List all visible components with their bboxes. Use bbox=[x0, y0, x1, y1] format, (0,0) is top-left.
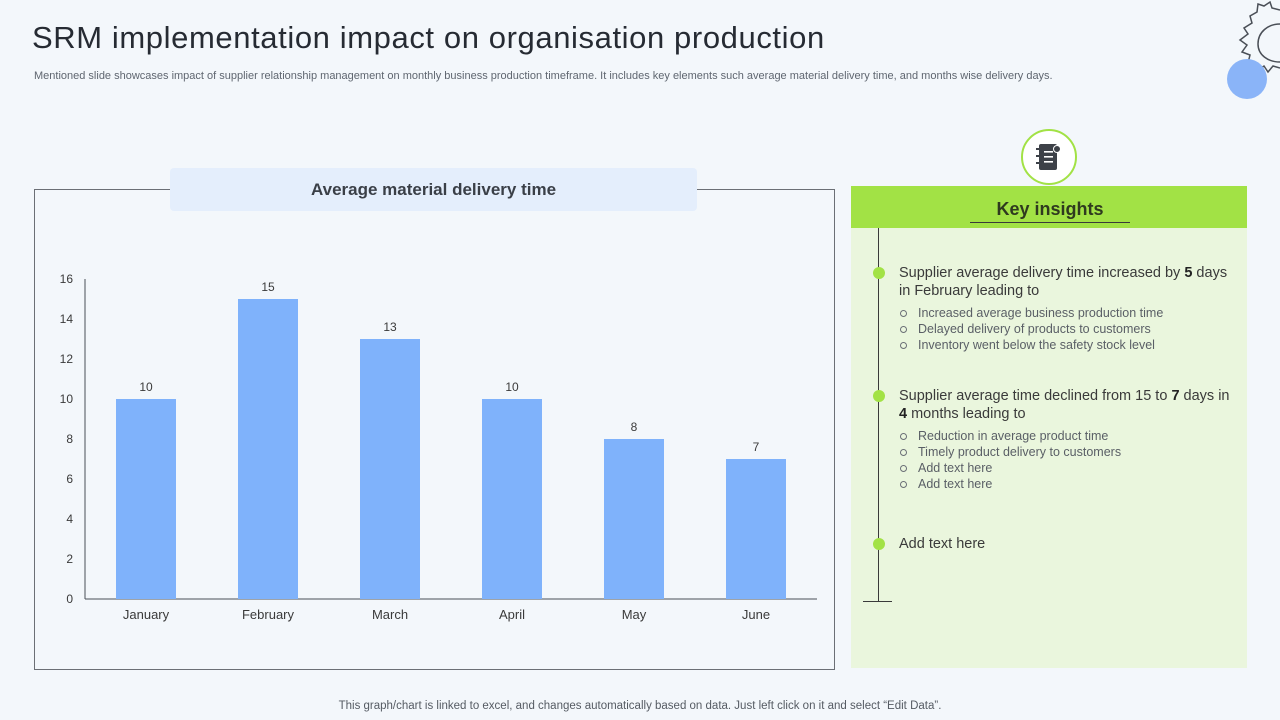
insights-panel bbox=[851, 186, 1247, 668]
x-tick-label: January bbox=[123, 607, 170, 622]
insights-header-bar bbox=[851, 186, 1247, 228]
data-label: 15 bbox=[261, 280, 275, 294]
y-tick-label: 0 bbox=[66, 592, 73, 606]
bar bbox=[604, 439, 664, 599]
y-tick-label: 4 bbox=[66, 512, 73, 526]
bar-chart[interactable]: 0 2 4 6 8 10 12 14 16 10 January 15 February 13 March 1… bbox=[0, 0, 840, 640]
y-tick-label: 16 bbox=[60, 272, 74, 286]
list-item: Increased average business production ti… bbox=[900, 305, 1163, 321]
y-tick-label: 8 bbox=[66, 432, 73, 446]
y-tick-label: 2 bbox=[66, 552, 73, 566]
data-label: 13 bbox=[383, 320, 397, 334]
data-label: 7 bbox=[753, 440, 760, 454]
insight-3-text: Add text here bbox=[899, 536, 986, 552]
bar bbox=[116, 399, 176, 599]
timeline-dot bbox=[873, 538, 885, 550]
x-tick-label: February bbox=[242, 607, 295, 622]
data-label: 10 bbox=[505, 380, 519, 394]
timeline-line bbox=[878, 228, 879, 602]
y-tick-label: 12 bbox=[60, 352, 74, 366]
timeline-dot bbox=[873, 390, 885, 402]
bar bbox=[482, 399, 542, 599]
footer-note: This graph/chart is linked to excel, and… bbox=[338, 700, 942, 712]
list-item: Add text here bbox=[900, 476, 1121, 492]
list-item: Inventory went below the safety stock le… bbox=[900, 337, 1163, 353]
insight-1-text: Supplier average delivery time increased… bbox=[899, 265, 1228, 299]
x-tick-label: April bbox=[499, 607, 525, 622]
list-item: Reduction in average product time bbox=[900, 428, 1121, 444]
x-tick-label: June bbox=[742, 607, 770, 622]
insights-header-title: Key insights bbox=[970, 199, 1130, 223]
data-label: 10 bbox=[139, 380, 153, 394]
bar bbox=[238, 299, 298, 599]
x-tick-label: May bbox=[622, 607, 647, 622]
list-item: Add text here bbox=[900, 460, 1121, 476]
page-subtitle: Mentioned slide showcases impact of supp… bbox=[34, 70, 1053, 82]
page-title: SRM implementation impact on organisatio… bbox=[32, 20, 825, 55]
chart-title: Average material delivery time bbox=[170, 168, 697, 211]
document-list-icon bbox=[1021, 129, 1077, 185]
timeline-base bbox=[863, 601, 892, 602]
insight-1-sublist: Increased average business production ti… bbox=[900, 305, 1163, 353]
list-item: Timely product delivery to customers bbox=[900, 444, 1121, 460]
x-tick-label: March bbox=[372, 607, 408, 622]
list-item: Delayed delivery of products to customer… bbox=[900, 321, 1163, 337]
y-tick-label: 14 bbox=[60, 312, 74, 326]
insight-2-text: Supplier average time declined from 15 t… bbox=[899, 388, 1230, 422]
y-tick-label: 6 bbox=[66, 472, 73, 486]
insight-2-sublist: Reduction in average product time Timely… bbox=[900, 428, 1121, 492]
bar bbox=[726, 459, 786, 599]
gear-accent-circle bbox=[1227, 59, 1267, 99]
bar bbox=[360, 339, 420, 599]
data-label: 8 bbox=[631, 420, 638, 434]
y-tick-label: 10 bbox=[60, 392, 74, 406]
timeline-dot bbox=[873, 267, 885, 279]
gear-icon bbox=[1227, 0, 1280, 99]
